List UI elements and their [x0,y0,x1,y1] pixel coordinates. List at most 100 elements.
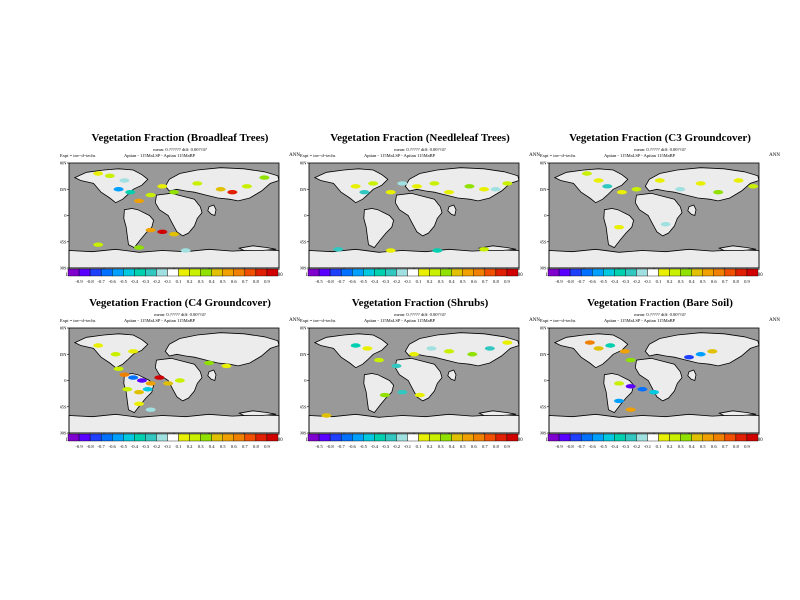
colorbar-swatch [222,268,234,277]
colorbar-label: -0.1 [164,279,172,284]
colorbar-swatch [211,433,223,442]
data-cell [411,184,422,189]
colorbar-swatch [407,433,419,442]
colorbar-swatch [112,433,124,442]
data-cell [104,173,115,179]
panel-stats: mean: 0.????? diff: 0.00??4? [154,312,206,317]
data-cell [426,346,437,351]
colorbar-swatch [363,268,375,277]
data-cell [128,349,139,354]
landmass-eurasia [404,167,520,202]
data-cell [593,178,604,183]
colorbar-label: 0.7 [242,279,248,284]
panel-diff-label: Aptian - 115MaLSP - Aptian 115MaBP [124,318,196,323]
data-cell [321,413,332,418]
data-cell [444,349,454,354]
y-tick-label: 0 [64,213,67,218]
data-cell [379,392,390,398]
colorbar-label: 0.9 [744,444,750,449]
colorbar-label: 0.1 [416,279,422,284]
colorbar-label: -0.3 [142,279,150,284]
colorbar-label: 0.8 [733,444,739,449]
colorbar-swatch [78,433,91,442]
panel: Vegetation Fraction (Needleleaf Trees) me… [300,132,540,312]
colorbar-swatch [200,433,212,442]
data-cell [397,389,408,395]
landmass-eurasia [164,167,280,202]
data-cell [614,224,624,230]
y-tick-label: 90S [60,266,67,271]
colorbar-label: 0.3 [438,444,444,449]
data-cell [490,187,501,192]
panel-diff-label: Aptian - 115MaLSP - Aptian 115MaBP [604,153,676,158]
data-cell [134,198,144,204]
colorbar-label: -0.3 [382,444,390,449]
data-cell [145,381,156,386]
data-cell [675,187,686,192]
colorbar-swatch [658,433,670,442]
y-tick-label: 90N [60,326,67,331]
colorbar-label: -0.3 [622,279,630,284]
panel-expt: Expt = inv~d~techs [540,153,576,158]
data-cell [157,184,168,189]
colorbar-label: 0.6 [711,279,717,284]
landmass-india [207,369,217,382]
colorbar-swatch [429,268,441,277]
colorbar-label: 0.8 [493,444,499,449]
colorbar-swatch [484,268,497,277]
colorbar-label: 0.5 [700,444,706,449]
colorbar-label: -0.5 [600,444,608,449]
colorbar-swatch [735,433,748,442]
panel-season: ANN [769,153,780,158]
colorbar-label: 0.9 [744,279,750,284]
colorbar-label: 0.8 [493,279,499,284]
map: 180120W60W060E120E18090N45N045S90S [300,326,523,443]
data-cell [625,357,636,363]
colorbar-swatch [178,433,190,442]
colorbar-swatch [746,433,759,442]
data-cell [374,357,384,363]
colorbar-label: 0.8 [253,279,259,284]
landmass-africa [394,192,443,237]
colorbar-swatch [189,268,201,277]
data-cell [631,187,642,192]
colorbar-swatch [440,433,452,442]
colorbar-label: -0.8 [326,279,334,284]
data-cell [614,398,624,404]
landmass-india [687,369,697,382]
colorbar-swatch [266,268,279,277]
colorbar-label: -0.2 [153,279,161,284]
landmass-antarctica [308,248,520,269]
landmass-india [687,204,697,217]
colorbar-swatch [200,268,212,277]
colorbar-label: 0.2 [667,444,673,449]
landmass-north-america [313,333,389,369]
colorbar-swatch [495,433,508,442]
colorbar-swatch [569,268,582,277]
colorbar-swatch [451,268,463,277]
colorbar-label: -0.7 [98,444,106,449]
data-cell [350,184,361,189]
data-cell [113,366,124,372]
data-cell [110,352,121,357]
colorbar-swatch [462,268,474,277]
colorbar-swatch [547,268,560,277]
colorbar-label: -0.6 [109,279,117,284]
colorbar-swatch [473,433,486,442]
colorbar-swatch [680,433,692,442]
colorbar-swatch [266,433,279,442]
colorbar-label: -0.3 [622,444,630,449]
data-cell [593,346,604,351]
colorbar-swatch [418,433,430,442]
landmass-africa [394,357,443,402]
data-cell [241,184,252,189]
data-cell [385,189,396,195]
colorbar-swatch [134,433,146,442]
colorbar-swatch [318,268,331,277]
colorbar-label: 0.7 [482,444,488,449]
data-cell [221,363,232,369]
panel-season: ANN [529,153,540,158]
data-cell [616,189,627,195]
data-cell [93,343,104,348]
data-cell [136,378,147,383]
